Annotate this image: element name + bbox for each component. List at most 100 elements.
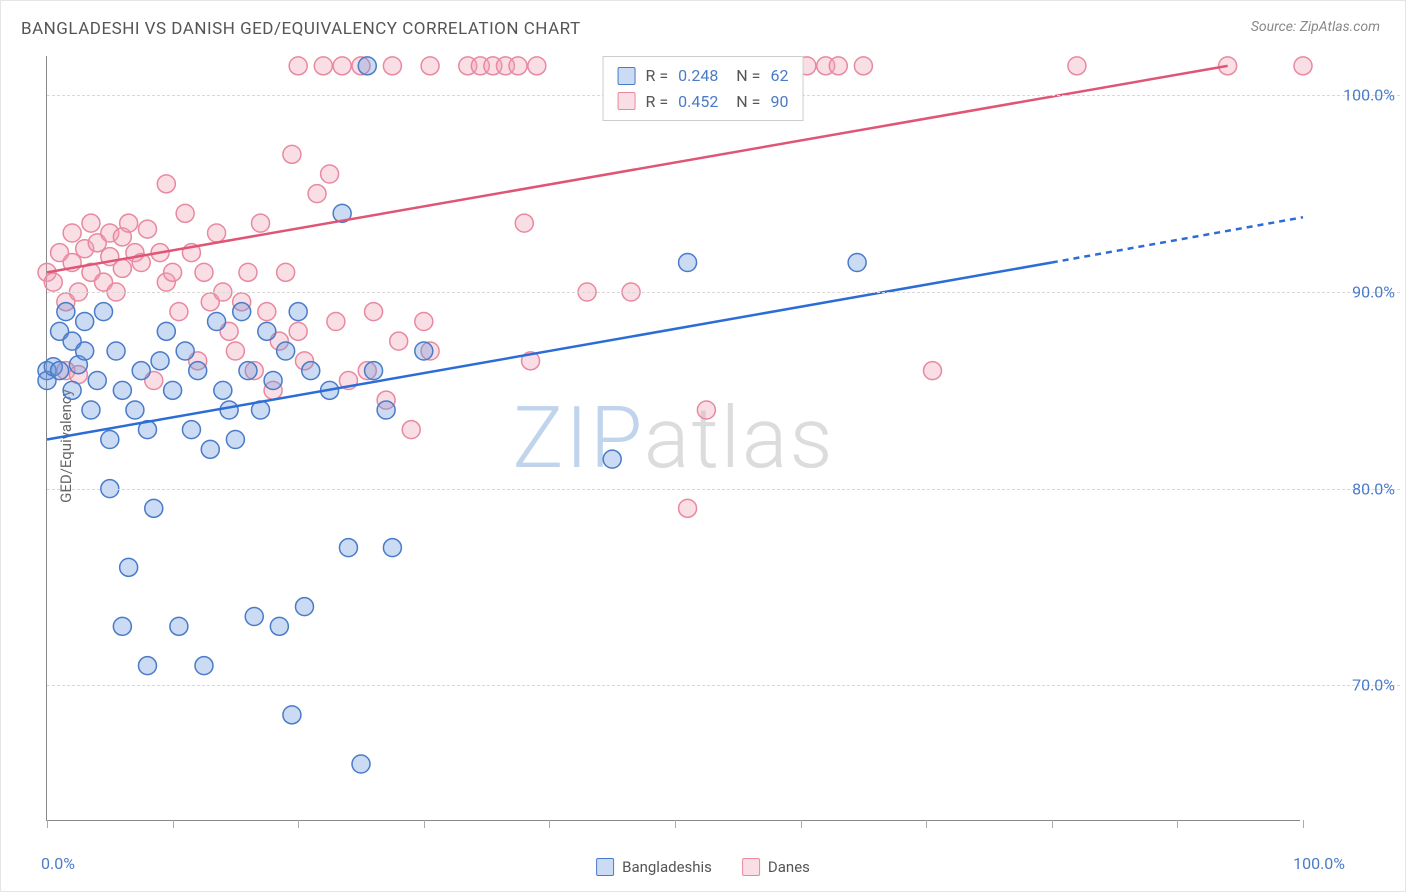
bangladeshis-point <box>151 352 169 370</box>
r-label: R = <box>646 89 669 115</box>
legend-swatch <box>596 858 614 876</box>
danes-point <box>258 303 276 321</box>
danes-point <box>1068 57 1086 75</box>
legend-label: Bangladeshis <box>622 858 712 876</box>
bangladeshis-point <box>283 706 301 724</box>
danes-point <box>252 214 270 232</box>
danes-point <box>226 342 244 360</box>
x-tick <box>675 820 676 828</box>
bangladeshis-point <box>201 440 219 458</box>
legend-swatch <box>742 858 760 876</box>
bangladeshis-point <box>377 401 395 419</box>
x-tick <box>1177 820 1178 828</box>
bangladeshis-point <box>189 362 207 380</box>
bangladeshis-point <box>57 303 75 321</box>
bangladeshis-point <box>295 598 313 616</box>
x-tick <box>926 820 927 828</box>
r-label: R = <box>646 63 669 89</box>
danes-point <box>314 57 332 75</box>
bangladeshis-point <box>176 342 194 360</box>
bangladeshis-point <box>270 617 288 635</box>
bangladeshis-point <box>132 362 150 380</box>
x-tick <box>801 820 802 828</box>
x-tick <box>1303 820 1304 828</box>
correlation-legend: R = 0.248 N = 62R = 0.452 N = 90 <box>603 56 804 121</box>
n-value: 62 <box>770 63 788 89</box>
bangladeshis-point <box>82 401 100 419</box>
bangladeshis-point <box>258 322 276 340</box>
danes-point <box>63 224 81 242</box>
bangladeshis-point <box>107 342 125 360</box>
danes-point <box>365 303 383 321</box>
danes-point <box>515 214 533 232</box>
y-tick-label: 100.0% <box>1343 86 1395 105</box>
danes-point <box>1294 57 1312 75</box>
legend-label: Danes <box>768 858 810 876</box>
danes-point <box>308 185 326 203</box>
bangladeshis-point <box>182 421 200 439</box>
bangladeshis-point <box>302 362 320 380</box>
x-tick <box>549 820 550 828</box>
x-axis-max-label: 100.0% <box>1293 854 1345 873</box>
bangladeshis-point <box>358 57 376 75</box>
y-tick-label: 80.0% <box>1352 479 1395 498</box>
bangladeshis-point <box>214 381 232 399</box>
y-tick-label: 70.0% <box>1352 676 1395 695</box>
legend-swatch <box>618 67 636 85</box>
bangladeshis-point <box>264 372 282 390</box>
chart-title: BANGLADESHI VS DANISH GED/EQUIVALENCY CO… <box>21 19 581 39</box>
r-value: 0.248 <box>678 63 718 89</box>
danes-point <box>157 175 175 193</box>
danes-point <box>321 165 339 183</box>
n-label: N = <box>728 89 760 115</box>
chart-container: BANGLADESHI VS DANISH GED/EQUIVALENCY CO… <box>0 0 1406 892</box>
x-tick <box>424 820 425 828</box>
bangladeshis-point <box>195 657 213 675</box>
bangladeshis-point <box>226 431 244 449</box>
danes-point <box>164 263 182 281</box>
danes-point <box>854 57 872 75</box>
bangladeshis-point <box>352 755 370 773</box>
danes-point <box>208 224 226 242</box>
bangladeshis-point <box>383 539 401 557</box>
n-label: N = <box>728 63 760 89</box>
bangladeshis-point <box>138 657 156 675</box>
danes-point <box>421 57 439 75</box>
bangladeshis-point <box>126 401 144 419</box>
bangladeshis-point <box>51 362 69 380</box>
x-tick <box>298 820 299 828</box>
danes-point <box>402 421 420 439</box>
danes-point <box>679 499 697 517</box>
series-legend: Bangladeshis Danes <box>596 858 810 876</box>
legend-item-danes: Danes <box>742 858 810 876</box>
bangladeshis-point <box>76 313 94 331</box>
bangladeshis-point <box>220 401 238 419</box>
danes-point <box>327 313 345 331</box>
gridline <box>47 489 1400 490</box>
bangladeshis-point <box>208 313 226 331</box>
plot-svg <box>47 56 1300 820</box>
danes-point <box>176 204 194 222</box>
bangladeshis-point <box>289 303 307 321</box>
danes-point <box>528 57 546 75</box>
bangladeshis-point <box>63 381 81 399</box>
bangladeshis-point <box>95 303 113 321</box>
danes-point <box>120 214 138 232</box>
bangladeshis-point <box>145 499 163 517</box>
legend-item-bangladeshis: Bangladeshis <box>596 858 712 876</box>
danes-point <box>82 214 100 232</box>
danes-point <box>390 332 408 350</box>
bangladeshis-point <box>277 342 295 360</box>
gridline <box>47 292 1400 293</box>
bangladeshis-point <box>679 254 697 272</box>
bangladeshis-point <box>339 539 357 557</box>
danes-point <box>277 263 295 281</box>
correlation-legend-row-danes: R = 0.452 N = 90 <box>618 89 789 115</box>
source-label: Source: ZipAtlas.com <box>1251 19 1380 35</box>
bangladeshis-point <box>233 303 251 321</box>
x-tick <box>1052 820 1053 828</box>
bangladeshis-point <box>157 322 175 340</box>
bangladeshis-point <box>88 372 106 390</box>
bangladeshis-point <box>76 342 94 360</box>
bangladeshis-point <box>101 431 119 449</box>
